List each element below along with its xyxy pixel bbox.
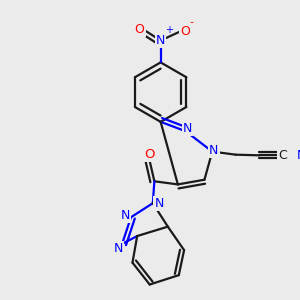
- Text: O: O: [180, 25, 190, 38]
- Text: N: N: [156, 34, 165, 47]
- Text: N: N: [209, 143, 218, 157]
- Text: O: O: [135, 23, 145, 36]
- Text: +: +: [165, 25, 173, 34]
- Text: N: N: [154, 197, 164, 210]
- Text: N: N: [114, 242, 123, 255]
- Text: O: O: [144, 148, 155, 161]
- Text: -: -: [190, 17, 194, 27]
- Text: N: N: [121, 209, 130, 222]
- Text: C: C: [278, 149, 287, 162]
- Text: N: N: [182, 122, 192, 135]
- Text: N: N: [297, 149, 300, 162]
